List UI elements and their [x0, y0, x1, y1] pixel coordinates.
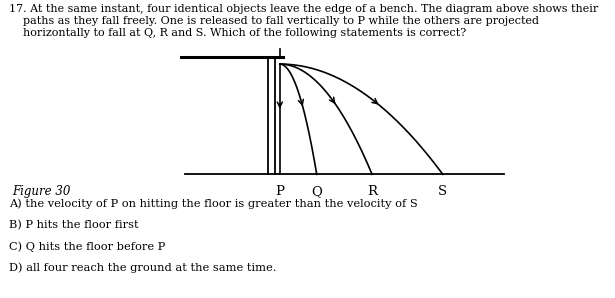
- Text: A) the velocity of P on hitting the floor is greater than the velocity of S: A) the velocity of P on hitting the floo…: [9, 198, 418, 209]
- Text: S: S: [438, 185, 447, 198]
- Text: R: R: [367, 185, 377, 198]
- Text: Q: Q: [311, 185, 322, 198]
- Text: P: P: [276, 185, 284, 198]
- Text: Figure 30: Figure 30: [12, 185, 71, 198]
- Text: 17. At the same instant, four identical objects leave the edge of a bench. The d: 17. At the same instant, four identical …: [9, 4, 598, 15]
- Text: B) P hits the floor first: B) P hits the floor first: [9, 220, 139, 230]
- Text: paths as they fall freely. One is released to fall vertically to P while the oth: paths as they fall freely. One is releas…: [9, 16, 539, 27]
- Text: D) all four reach the ground at the same time.: D) all four reach the ground at the same…: [9, 263, 277, 273]
- Text: C) Q hits the floor before P: C) Q hits the floor before P: [9, 241, 165, 252]
- Text: horizontally to fall at Q, R and S. Which of the following statements is correct: horizontally to fall at Q, R and S. Whic…: [9, 28, 466, 38]
